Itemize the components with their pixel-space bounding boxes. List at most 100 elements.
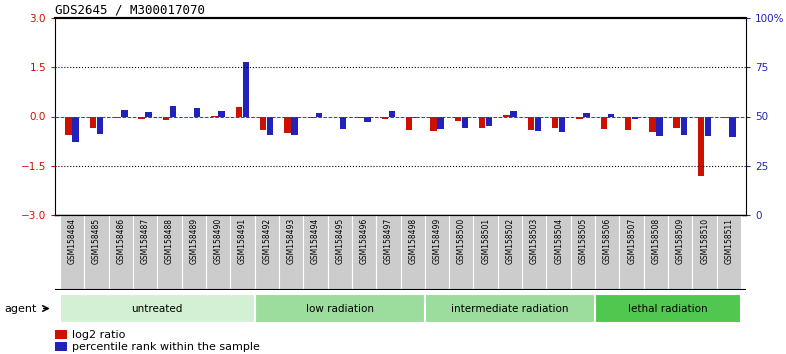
Bar	[644, 215, 668, 290]
Text: GSM158508: GSM158508	[652, 218, 660, 264]
Text: GSM158510: GSM158510	[700, 218, 709, 264]
Bar	[114, 116, 120, 118]
Bar	[632, 116, 638, 119]
Bar	[461, 116, 468, 128]
Bar	[133, 215, 157, 290]
Bar	[559, 116, 565, 132]
Bar	[656, 116, 663, 136]
Bar	[692, 215, 717, 290]
Text: GSM158492: GSM158492	[263, 218, 271, 264]
Text: GSM158500: GSM158500	[457, 218, 466, 264]
Text: GSM158493: GSM158493	[287, 218, 296, 264]
Bar	[430, 116, 437, 131]
Bar	[413, 116, 420, 118]
Text: GSM158487: GSM158487	[141, 218, 149, 264]
Bar	[522, 215, 546, 290]
Text: GSM158502: GSM158502	[505, 218, 515, 264]
Text: GSM158505: GSM158505	[578, 218, 587, 264]
Bar	[681, 116, 687, 135]
Bar	[291, 116, 298, 135]
Bar	[668, 215, 692, 290]
Bar	[194, 108, 200, 116]
Text: GSM158497: GSM158497	[384, 218, 393, 264]
Bar	[340, 116, 347, 129]
Bar	[388, 110, 395, 116]
Bar	[424, 294, 595, 323]
Text: GSM158498: GSM158498	[408, 218, 417, 264]
Bar	[303, 215, 328, 290]
Bar	[364, 116, 371, 122]
Text: GSM158485: GSM158485	[92, 218, 101, 264]
Bar	[674, 116, 680, 128]
Text: GSM158506: GSM158506	[603, 218, 612, 264]
Text: untreated: untreated	[131, 303, 183, 314]
Text: GSM158511: GSM158511	[725, 218, 733, 264]
Bar	[187, 116, 193, 117]
Text: GSM158495: GSM158495	[335, 218, 344, 264]
Bar	[309, 116, 315, 119]
Bar	[138, 116, 145, 119]
Bar	[170, 106, 176, 116]
Bar	[285, 116, 291, 133]
Bar	[84, 215, 108, 290]
Bar	[315, 113, 322, 116]
Text: GSM158504: GSM158504	[554, 218, 563, 264]
Bar	[182, 215, 206, 290]
Bar	[406, 116, 413, 130]
Bar	[163, 116, 169, 120]
Bar	[243, 62, 249, 116]
Text: GSM158489: GSM158489	[189, 218, 198, 264]
Bar	[157, 215, 182, 290]
Bar	[510, 110, 517, 116]
Bar	[698, 116, 704, 176]
Bar	[454, 116, 461, 121]
Bar	[328, 215, 352, 290]
Bar	[576, 116, 582, 119]
Text: GSM158501: GSM158501	[481, 218, 490, 264]
Bar	[498, 215, 522, 290]
Bar	[722, 116, 729, 118]
Text: log2 ratio: log2 ratio	[72, 330, 126, 340]
Text: GSM158507: GSM158507	[627, 218, 636, 264]
Bar	[534, 116, 541, 131]
Bar	[352, 215, 376, 290]
Bar	[527, 116, 534, 130]
Text: agent: agent	[4, 303, 36, 314]
Bar	[552, 116, 559, 128]
Bar	[437, 116, 444, 129]
Text: GSM158484: GSM158484	[68, 218, 76, 264]
Bar	[279, 215, 303, 290]
Bar	[97, 116, 103, 133]
Bar	[473, 215, 498, 290]
Text: GSM158494: GSM158494	[310, 218, 320, 264]
Bar	[705, 116, 711, 136]
Bar	[72, 116, 79, 142]
Bar	[60, 215, 84, 290]
Bar	[267, 116, 274, 135]
Bar	[255, 294, 424, 323]
Bar	[108, 215, 133, 290]
Bar	[357, 116, 364, 119]
Bar	[601, 116, 607, 129]
Bar	[55, 342, 68, 351]
Bar	[583, 113, 590, 116]
Bar	[260, 116, 266, 130]
Text: percentile rank within the sample: percentile rank within the sample	[72, 342, 260, 352]
Bar	[608, 114, 614, 116]
Text: GSM158488: GSM158488	[165, 218, 174, 264]
Bar	[595, 294, 741, 323]
Text: lethal radiation: lethal radiation	[628, 303, 708, 314]
Bar	[503, 115, 510, 116]
Text: GSM158490: GSM158490	[214, 218, 222, 264]
Bar	[121, 110, 127, 116]
Text: intermediate radiation: intermediate radiation	[451, 303, 569, 314]
Bar	[206, 215, 230, 290]
Bar	[546, 215, 571, 290]
Bar	[424, 215, 449, 290]
Bar	[619, 215, 644, 290]
Bar	[55, 330, 68, 339]
Bar	[649, 116, 656, 132]
Bar	[486, 116, 493, 126]
Bar	[381, 116, 388, 119]
Bar	[60, 294, 255, 323]
